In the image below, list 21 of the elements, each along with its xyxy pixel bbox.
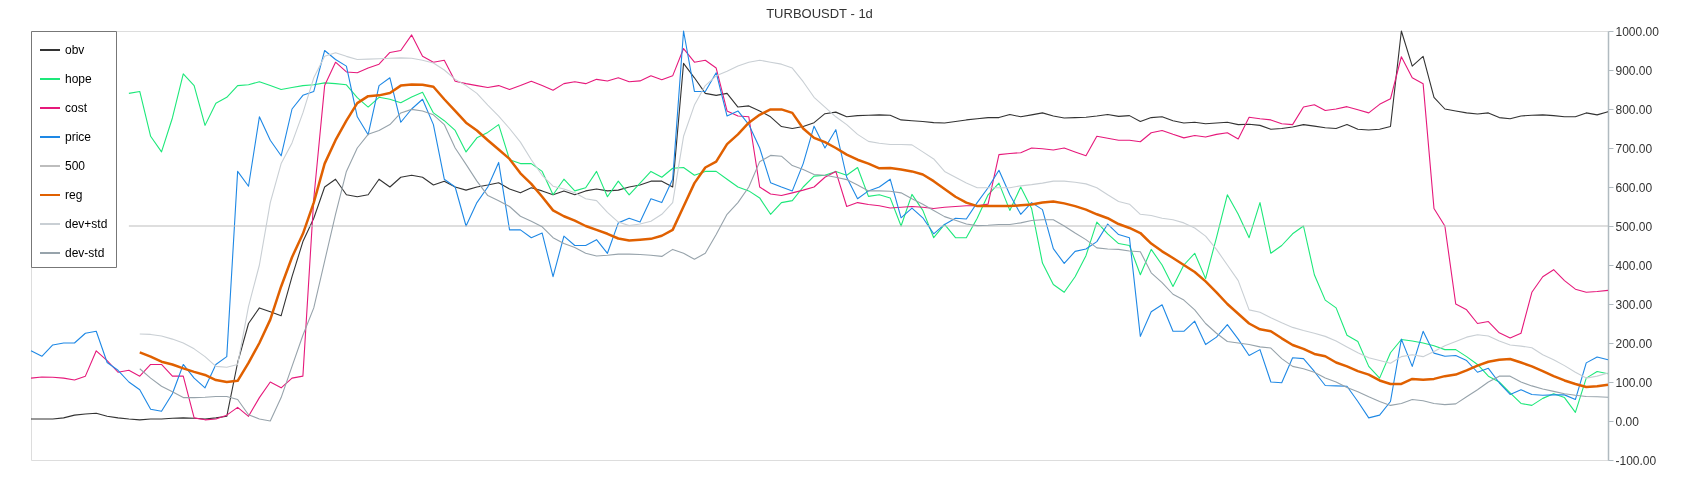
legend-label: price [65,130,92,144]
legend-label: 500 [65,159,86,173]
y-tick-label: 200.00 [1615,336,1653,351]
y-tick-label: 0.00 [1615,414,1640,429]
y-tick-label: 600.00 [1615,180,1653,195]
legend-label: cost [65,101,88,115]
legend-label: hope [65,72,93,86]
y-tick-label: 700.00 [1615,141,1653,156]
y-tick-label: 900.00 [1615,63,1653,78]
y-tick-label: 800.00 [1615,102,1653,117]
y-tick-label: 1000.00 [1615,24,1660,39]
y-tick-label: 400.00 [1615,258,1653,273]
legend-label: dev-std [65,246,105,260]
legend-label: dev+std [65,217,108,231]
y-tick-label: -100.00 [1615,453,1657,468]
legend-label: obv [65,43,85,57]
y-tick-label: 300.00 [1615,297,1653,312]
y-tick-label: 500.00 [1615,219,1653,234]
chart-title: TURBOUSDT - 1d [766,6,873,21]
legend-label: reg [65,188,83,202]
y-tick-label: 100.00 [1615,375,1653,390]
